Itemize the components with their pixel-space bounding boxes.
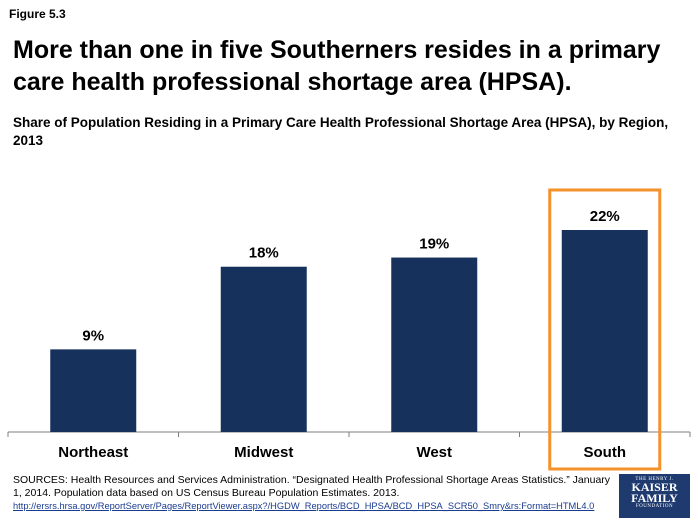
figure-label: Figure 5.3 <box>9 7 66 21</box>
data-label-west: 19% <box>419 236 449 253</box>
logo-line-2: KAISER <box>631 480 678 494</box>
category-label-west: West <box>416 444 452 461</box>
sources-text: SOURCES: Health Resources and Services A… <box>13 474 611 499</box>
logo-line-4: FOUNDATION <box>635 504 674 509</box>
highlight-box <box>548 188 662 471</box>
chart-title: Share of Population Residing in a Primar… <box>13 115 669 148</box>
category-label-south: South <box>584 444 627 461</box>
category-label-midwest: Midwest <box>234 444 293 461</box>
bar-northeast <box>50 349 137 432</box>
page-headline: More than one in five Southerners reside… <box>13 36 661 96</box>
logo-line-3: FAMILY <box>631 491 678 505</box>
category-label-northeast: Northeast <box>58 444 128 461</box>
bar-south <box>561 230 648 432</box>
kff-logo: THE HENRY J. KAISER FAMILY FOUNDATION <box>619 474 690 518</box>
bar-west <box>391 257 478 432</box>
bar-midwest <box>220 266 307 432</box>
data-label-south: 22% <box>590 208 620 225</box>
sources-link[interactable]: http://ersrs.hrsa.gov/ReportServer/Pages… <box>13 501 595 511</box>
data-label-midwest: 18% <box>249 245 279 262</box>
data-label-northeast: 9% <box>82 327 104 344</box>
logo-line-1: THE HENRY J. <box>635 477 674 482</box>
sources-note: SOURCES: Health Resources and Services A… <box>13 474 613 513</box>
